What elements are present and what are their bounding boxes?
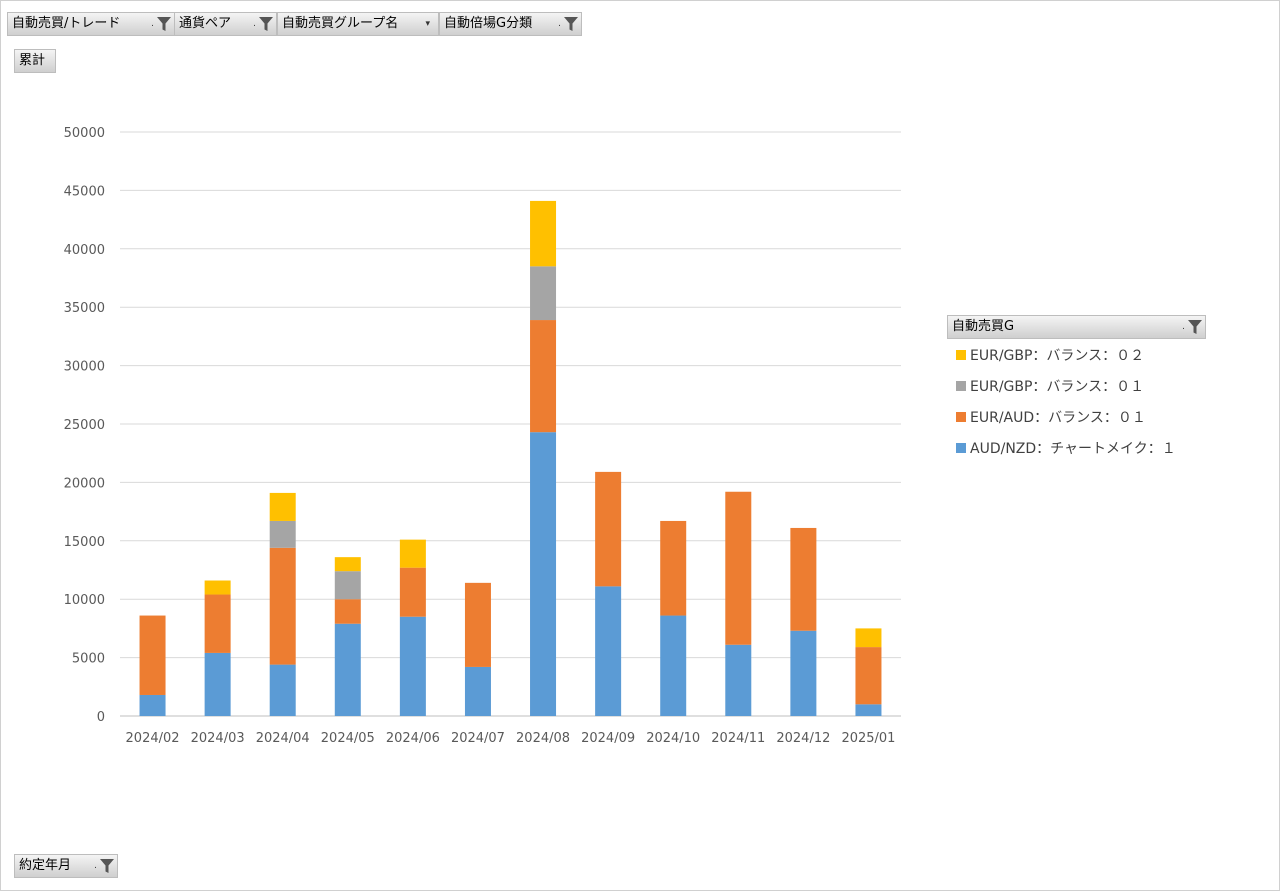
bar-segment[interactable] — [595, 471, 622, 587]
filter-button-group-class[interactable]: 自動倍場G分類 . — [439, 12, 582, 36]
x-tick-label: 2024/10 — [646, 731, 700, 746]
values-field-label: 累計 — [19, 53, 46, 68]
legend-field-button[interactable]: 自動売買G . — [947, 315, 1206, 339]
legend-swatch — [956, 350, 966, 360]
filter-funnel-icon — [1188, 320, 1202, 334]
filter-button-label: 自動売買/トレード — [12, 16, 121, 31]
y-tick-label: 45000 — [64, 184, 105, 199]
bar-segment[interactable] — [855, 647, 882, 705]
filter-button-group-name[interactable]: 自動売買グループ名 ▾ — [277, 12, 439, 36]
y-tick-label: 35000 — [64, 301, 105, 316]
legend-item[interactable]: EUR/GBP：バランス：０２ — [956, 345, 1144, 365]
x-tick-label: 2024/03 — [191, 731, 245, 746]
x-tick-label: 2024/05 — [321, 731, 375, 746]
values-field-button[interactable]: 累計 — [14, 49, 56, 73]
filter-button-label: 自動倍場G分類 — [444, 16, 533, 31]
bar-segment[interactable] — [530, 200, 557, 267]
dropdown-dot-icon: . — [253, 19, 256, 29]
bar-segment[interactable] — [269, 520, 296, 548]
filter-funnel-icon — [157, 17, 171, 31]
filter-funnel-icon — [564, 17, 578, 31]
filter-button-currency-pair[interactable]: 通貨ペア . — [174, 12, 277, 36]
x-tick-label: 2024/11 — [711, 731, 765, 746]
legend-item[interactable]: EUR/AUD：バランス：０１ — [956, 407, 1146, 427]
y-tick-label: 30000 — [64, 360, 105, 375]
bar-segment[interactable] — [530, 432, 557, 716]
x-tick-label: 2025/01 — [841, 731, 895, 746]
filter-button-label: 自動売買グループ名 — [282, 16, 399, 31]
legend-item-label: EUR/GBP：バランス：０２ — [970, 348, 1145, 364]
dropdown-arrow-icon: ▾ — [425, 19, 430, 29]
bar-segment[interactable] — [269, 547, 296, 665]
x-tick-label: 2024/08 — [516, 731, 570, 746]
axis-field-button[interactable]: 約定年月 . — [14, 854, 118, 878]
dropdown-dot-icon: . — [94, 861, 97, 871]
y-tick-label: 0 — [97, 710, 105, 725]
bar-segment[interactable] — [790, 630, 817, 716]
x-tick-label: 2024/06 — [386, 731, 440, 746]
bar-segment[interactable] — [204, 652, 231, 716]
axis-field-label: 約定年月 — [19, 858, 72, 873]
bar-segment[interactable] — [530, 266, 557, 321]
filter-funnel-icon — [100, 859, 114, 873]
bar-segment[interactable] — [660, 520, 687, 616]
bar-segment[interactable] — [139, 615, 166, 695]
dropdown-dot-icon: . — [558, 19, 561, 29]
y-tick-label: 50000 — [64, 126, 105, 141]
bar-segment[interactable] — [530, 320, 557, 433]
y-tick-label: 20000 — [64, 476, 105, 491]
bar-segment[interactable] — [464, 582, 491, 667]
legend-item-label: EUR/AUD：バランス：０１ — [970, 410, 1146, 426]
legend-swatch — [956, 412, 966, 422]
bar-segment[interactable] — [399, 616, 426, 716]
x-tick-label: 2024/09 — [581, 731, 635, 746]
bar-segment[interactable] — [725, 644, 752, 716]
legend-item-label: AUD/NZD：チャートメイク：１ — [970, 441, 1176, 457]
filter-funnel-icon — [259, 17, 273, 31]
bar-segment[interactable] — [269, 664, 296, 716]
legend-item-label: EUR/GBP：バランス：０１ — [970, 379, 1145, 395]
dropdown-dot-icon: . — [151, 19, 154, 29]
bar-segment[interactable] — [660, 615, 687, 716]
y-tick-label: 40000 — [64, 243, 105, 258]
bar-segment[interactable] — [595, 586, 622, 716]
y-tick-label: 25000 — [64, 418, 105, 433]
bar-segment[interactable] — [464, 666, 491, 716]
bar-segment[interactable] — [399, 567, 426, 617]
legend-title: 自動売買G — [952, 319, 1015, 334]
x-tick-label: 2024/02 — [126, 731, 180, 746]
filter-button-auto-trade[interactable]: 自動売買/トレード . — [7, 12, 175, 36]
bar-segment[interactable] — [855, 628, 882, 648]
y-tick-label: 10000 — [64, 593, 105, 608]
bar-segment[interactable] — [855, 704, 882, 716]
bar-segment[interactable] — [334, 623, 361, 716]
legend-swatch — [956, 381, 966, 391]
bar-segment[interactable] — [204, 580, 231, 595]
y-tick-label: 5000 — [72, 652, 105, 667]
bar-segment[interactable] — [139, 694, 166, 716]
bar-segment[interactable] — [269, 492, 296, 521]
x-tick-label: 2024/07 — [451, 731, 505, 746]
bar-segment[interactable] — [399, 539, 426, 568]
bar-segment[interactable] — [334, 571, 361, 600]
x-tick-label: 2024/04 — [256, 731, 310, 746]
x-tick-label: 2024/12 — [776, 731, 830, 746]
bar-segment[interactable] — [725, 491, 752, 645]
legend-item[interactable]: AUD/NZD：チャートメイク：１ — [956, 438, 1176, 458]
bar-segment[interactable] — [334, 599, 361, 624]
legend-swatch — [956, 443, 966, 453]
y-tick-label: 15000 — [64, 535, 105, 550]
bar-segment[interactable] — [334, 557, 361, 572]
legend-item[interactable]: EUR/GBP：バランス：０１ — [956, 376, 1144, 396]
dropdown-dot-icon: . — [1182, 322, 1185, 332]
bar-segment[interactable] — [204, 594, 231, 653]
filter-button-label: 通貨ペア — [179, 16, 232, 31]
bar-segment[interactable] — [790, 527, 817, 631]
